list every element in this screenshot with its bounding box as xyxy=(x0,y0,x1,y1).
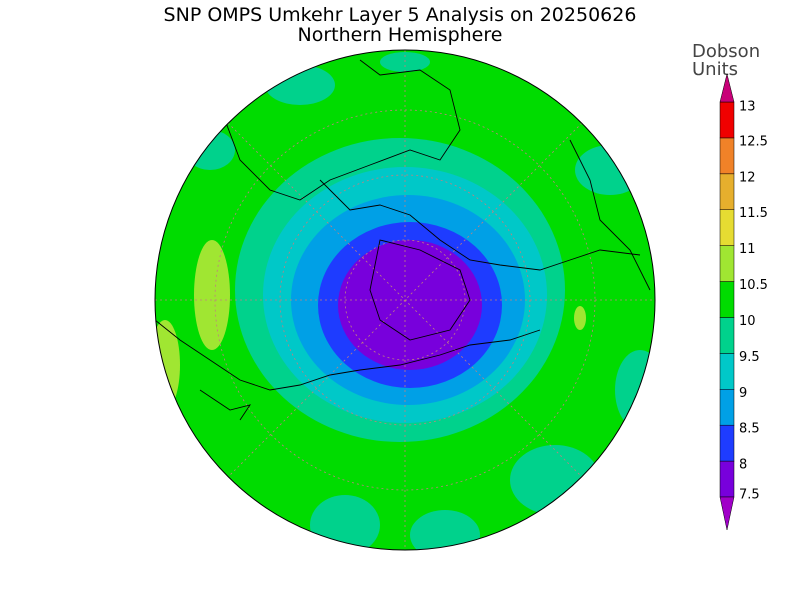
colorbar-band xyxy=(719,353,735,390)
map xyxy=(155,50,655,550)
colorbar-label: 7.5 xyxy=(739,488,760,503)
colorbar-units: Units xyxy=(692,59,738,80)
field-contour xyxy=(338,240,482,370)
title: SNP OMPS Umkehr Layer 5 Analysis on 2025… xyxy=(164,4,637,26)
colorbar-label: 13 xyxy=(739,100,756,115)
colorbar-label: 11.5 xyxy=(739,206,768,221)
colorbar-band xyxy=(719,317,735,354)
field-blob xyxy=(615,350,655,430)
colorbar-label: 9.5 xyxy=(739,350,760,365)
colorbar-label: 10.5 xyxy=(739,278,768,293)
field-blob xyxy=(510,445,600,515)
colorbar-label: 10 xyxy=(739,314,756,329)
subtitle: Northern Hemisphere xyxy=(298,24,503,46)
colorbar-band xyxy=(719,245,735,282)
field-blob xyxy=(265,65,335,105)
colorbar-band xyxy=(719,137,735,175)
colorbar-under xyxy=(719,496,735,531)
colorbar-label: 11 xyxy=(739,242,756,257)
field-blob xyxy=(410,510,480,550)
colorbar-band xyxy=(719,424,735,462)
colorbar-band xyxy=(719,281,735,318)
graticule xyxy=(155,50,655,550)
field-blob xyxy=(574,306,586,330)
colorbar-band xyxy=(719,209,735,246)
field-blob xyxy=(185,130,235,170)
colorbar-label: 12 xyxy=(739,170,756,185)
field-blob xyxy=(194,240,230,350)
colorbar-units: Dobson xyxy=(692,41,760,62)
colorbar-band xyxy=(719,460,735,498)
field-blob xyxy=(155,320,180,410)
colorbar-label: 12.5 xyxy=(739,134,768,149)
colorbar-band xyxy=(719,173,735,210)
colorbar-over xyxy=(719,73,735,103)
colorbar-band xyxy=(719,101,735,139)
colorbar-label: 8.5 xyxy=(739,422,760,437)
colorbar: 7.5 8 8.5 9 9.5 10 10.5 11 11.5 12 12.5 13 xyxy=(719,73,768,531)
coastlines xyxy=(155,59,651,421)
field-blob xyxy=(310,495,380,550)
colorbar-label: 8 xyxy=(739,458,747,473)
map-border xyxy=(154,49,656,551)
colorbar-band xyxy=(719,389,735,426)
colorbar-label: 9 xyxy=(739,386,747,401)
